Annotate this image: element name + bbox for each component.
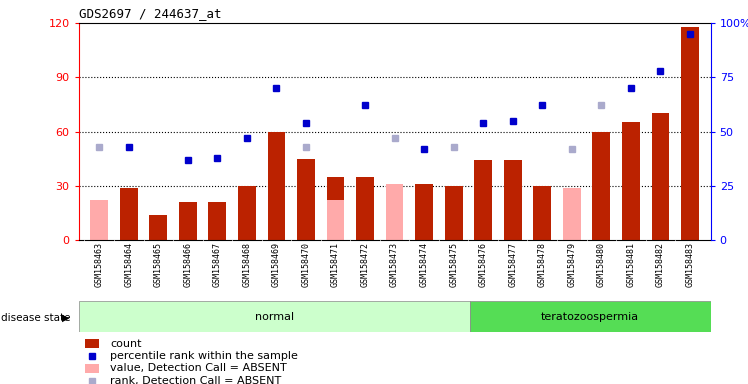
Text: GSM158476: GSM158476 bbox=[479, 242, 488, 287]
Bar bbox=[681, 26, 699, 240]
Bar bbox=[91, 200, 108, 240]
Bar bbox=[85, 339, 99, 348]
Bar bbox=[238, 186, 256, 240]
Text: GSM158466: GSM158466 bbox=[183, 242, 192, 287]
Bar bbox=[179, 202, 197, 240]
Bar bbox=[474, 161, 492, 240]
Text: GSM158469: GSM158469 bbox=[272, 242, 281, 287]
Text: rank, Detection Call = ABSENT: rank, Detection Call = ABSENT bbox=[110, 376, 281, 384]
Text: GSM158482: GSM158482 bbox=[656, 242, 665, 287]
Text: GSM158481: GSM158481 bbox=[626, 242, 635, 287]
Bar bbox=[120, 187, 138, 240]
Bar bbox=[470, 301, 711, 332]
Bar bbox=[85, 364, 99, 372]
Bar bbox=[297, 159, 315, 240]
Text: GSM158470: GSM158470 bbox=[301, 242, 310, 287]
Bar bbox=[386, 184, 403, 240]
Text: GSM158467: GSM158467 bbox=[213, 242, 222, 287]
Bar bbox=[150, 215, 167, 240]
Bar bbox=[356, 177, 374, 240]
Text: GSM158475: GSM158475 bbox=[449, 242, 458, 287]
Bar bbox=[445, 186, 462, 240]
Text: GSM158464: GSM158464 bbox=[124, 242, 133, 287]
Text: GSM158474: GSM158474 bbox=[420, 242, 429, 287]
Bar bbox=[268, 131, 285, 240]
Text: GSM158477: GSM158477 bbox=[508, 242, 517, 287]
Bar bbox=[533, 186, 551, 240]
Bar bbox=[79, 301, 470, 332]
Bar bbox=[622, 122, 640, 240]
Bar bbox=[592, 131, 610, 240]
Text: teratozoospermia: teratozoospermia bbox=[541, 312, 640, 322]
Bar bbox=[563, 187, 580, 240]
Bar bbox=[652, 113, 669, 240]
Bar bbox=[415, 184, 433, 240]
Text: GSM158480: GSM158480 bbox=[597, 242, 606, 287]
Text: count: count bbox=[110, 339, 141, 349]
Text: GSM158468: GSM158468 bbox=[242, 242, 251, 287]
Bar bbox=[504, 161, 521, 240]
Text: normal: normal bbox=[254, 312, 294, 322]
Text: GSM158465: GSM158465 bbox=[154, 242, 163, 287]
Text: GSM158463: GSM158463 bbox=[95, 242, 104, 287]
Bar bbox=[327, 200, 344, 240]
Text: percentile rank within the sample: percentile rank within the sample bbox=[110, 351, 298, 361]
Text: ▶: ▶ bbox=[62, 313, 70, 323]
Bar bbox=[209, 202, 226, 240]
Text: GSM158483: GSM158483 bbox=[685, 242, 694, 287]
Text: GSM158473: GSM158473 bbox=[390, 242, 399, 287]
Text: GSM158478: GSM158478 bbox=[538, 242, 547, 287]
Text: GDS2697 / 244637_at: GDS2697 / 244637_at bbox=[79, 7, 221, 20]
Text: GSM158479: GSM158479 bbox=[567, 242, 576, 287]
Text: value, Detection Call = ABSENT: value, Detection Call = ABSENT bbox=[110, 363, 287, 374]
Text: GSM158472: GSM158472 bbox=[361, 242, 370, 287]
Bar bbox=[327, 177, 344, 240]
Text: disease state: disease state bbox=[1, 313, 71, 323]
Text: GSM158471: GSM158471 bbox=[331, 242, 340, 287]
